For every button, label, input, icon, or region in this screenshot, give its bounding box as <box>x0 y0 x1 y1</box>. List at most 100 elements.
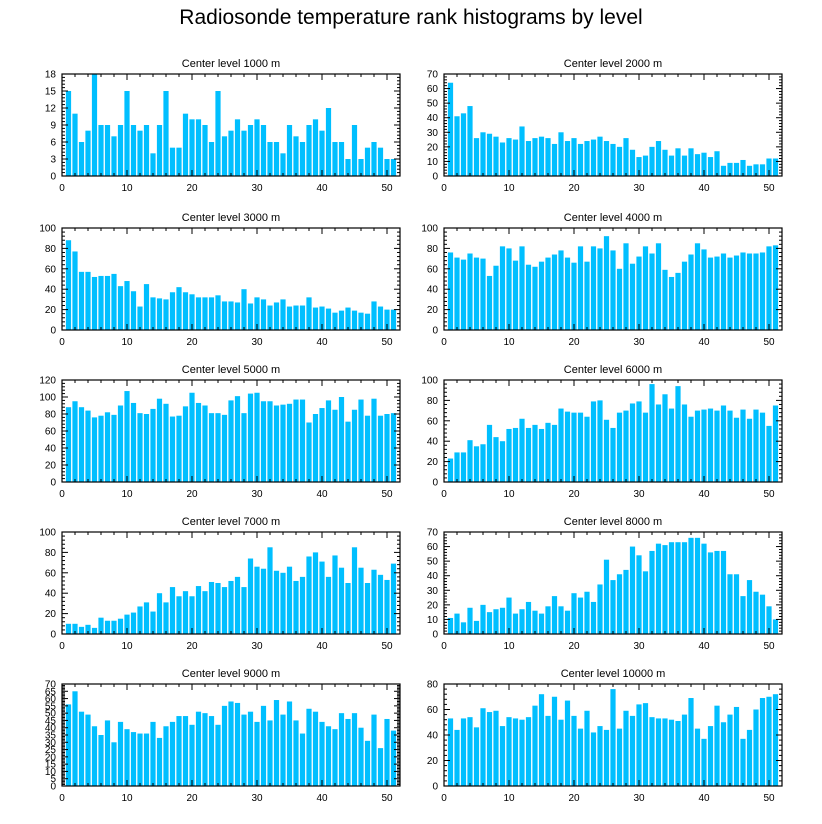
bar <box>564 411 571 482</box>
bar <box>740 252 746 330</box>
bar <box>688 537 694 634</box>
bar <box>558 719 564 786</box>
bar <box>571 412 577 482</box>
bar <box>766 246 772 330</box>
bar <box>597 584 603 634</box>
bar <box>772 245 779 330</box>
bar <box>78 711 85 786</box>
y-tick-label: 20 <box>427 142 439 153</box>
bar <box>163 602 169 634</box>
bar <box>577 728 584 787</box>
bar <box>195 297 202 330</box>
bar <box>493 609 499 634</box>
bar <box>772 694 779 786</box>
bar <box>221 414 228 482</box>
bar <box>746 165 753 176</box>
x-tick-label: 30 <box>633 489 645 500</box>
bar <box>759 252 766 330</box>
bar <box>267 401 273 482</box>
bar <box>623 410 629 482</box>
bar <box>169 587 176 634</box>
bar <box>454 452 460 482</box>
bar <box>91 74 98 176</box>
bar <box>532 424 538 482</box>
bar <box>241 714 247 786</box>
bar <box>545 606 551 634</box>
bar <box>720 253 727 330</box>
bar <box>267 142 273 176</box>
bar <box>590 401 597 482</box>
bar <box>293 305 299 330</box>
bar <box>280 153 286 176</box>
x-tick-label: 0 <box>59 337 65 348</box>
x-tick-label: 30 <box>633 793 645 804</box>
x-tick-label: 30 <box>251 641 263 652</box>
panel-title: Center level 7000 m <box>182 516 280 528</box>
bar <box>454 613 460 634</box>
bar <box>124 729 130 786</box>
bar <box>241 289 247 330</box>
bar <box>707 257 714 330</box>
y-tick-label: 65 <box>45 687 57 698</box>
bar <box>247 303 254 330</box>
bar <box>195 586 202 634</box>
bar <box>319 561 325 634</box>
bar <box>325 400 332 482</box>
bar <box>629 546 636 634</box>
bar <box>91 276 98 330</box>
bar <box>486 712 493 786</box>
bar <box>727 162 733 176</box>
x-tick-label: 30 <box>251 183 263 194</box>
bar <box>525 141 532 176</box>
bar <box>512 139 519 176</box>
bar <box>104 275 111 330</box>
bar <box>371 714 377 786</box>
bar <box>254 119 260 176</box>
bar <box>649 717 655 786</box>
bar <box>486 275 493 330</box>
bar <box>384 309 390 330</box>
bar <box>454 116 460 176</box>
bar <box>351 713 358 786</box>
bar <box>208 413 215 482</box>
bar <box>273 142 280 176</box>
bar <box>312 119 319 176</box>
bar <box>571 138 577 176</box>
bar <box>590 139 597 176</box>
x-tick-label: 50 <box>381 489 393 500</box>
bar <box>91 627 98 634</box>
y-tick-label: 0 <box>432 782 438 793</box>
bar <box>538 428 545 482</box>
bar <box>681 404 688 482</box>
y-tick-label: 0 <box>432 630 438 641</box>
bar <box>306 125 312 176</box>
bar <box>766 158 772 176</box>
bar <box>91 726 98 786</box>
bar <box>234 576 241 634</box>
bar <box>499 726 506 786</box>
y-tick-label: 0 <box>432 478 438 489</box>
bar <box>746 580 753 634</box>
y-tick-label: 0 <box>50 630 56 641</box>
bar <box>371 301 377 330</box>
bar <box>312 307 319 330</box>
bar <box>234 119 241 176</box>
bar <box>558 408 564 482</box>
bar <box>384 414 390 482</box>
bar <box>642 246 649 330</box>
bar <box>538 694 545 786</box>
bar <box>65 407 72 482</box>
bar <box>493 265 499 330</box>
bar <box>351 547 358 634</box>
x-tick-label: 0 <box>59 793 65 804</box>
bar <box>486 424 493 482</box>
y-tick-label: 15 <box>45 760 57 771</box>
bar <box>195 119 202 176</box>
bar <box>681 155 688 176</box>
bar <box>267 547 273 634</box>
bar <box>454 257 460 330</box>
bar <box>234 396 241 482</box>
panel-title: Center level 3000 m <box>182 212 280 224</box>
bar <box>636 704 642 786</box>
y-tick-label: 100 <box>39 224 56 235</box>
